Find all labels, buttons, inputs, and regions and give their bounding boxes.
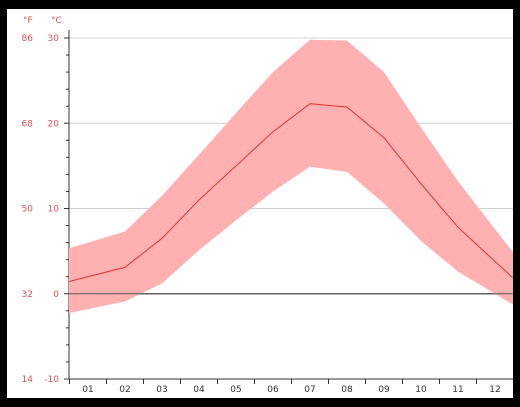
x-tick-label: 08 [341, 385, 353, 395]
temperature-range-band [69, 39, 513, 314]
x-tick-label: 10 [415, 385, 427, 395]
unit-celsius-label: °C [51, 16, 62, 26]
x-tick-label: 07 [304, 385, 315, 395]
y-tick-label-f: 68 [22, 119, 34, 129]
x-tick-label: 05 [230, 385, 241, 395]
x-tick-label: 11 [452, 385, 463, 395]
x-tick-label: 03 [156, 385, 167, 395]
unit-fahrenheit-label: °F [23, 16, 33, 26]
y-tick-label-f: 86 [22, 34, 34, 44]
x-tick-label: 12 [489, 385, 500, 395]
chart-panel: °F °C 30 86 20 68 10 50 0 32 -10 14 01 02 03 04 05 06 07 08… [7, 9, 513, 398]
y-tick-label-c: 30 [48, 34, 60, 44]
x-tick-label: 09 [378, 385, 390, 395]
y-tick-label-f: 32 [22, 290, 33, 300]
x-tick-label: 06 [267, 385, 279, 395]
x-tick-label: 01 [82, 385, 93, 395]
y-tick-label-f: 14 [22, 375, 34, 385]
y-tick-label-c: 10 [48, 205, 60, 215]
y-tick-label-f: 50 [22, 205, 34, 215]
y-tick-label-c: -10 [44, 375, 59, 385]
x-tick-label: 02 [119, 385, 130, 395]
y-tick-label-c: 0 [53, 290, 59, 300]
mean-temperature-line [68, 103, 513, 283]
temperature-chart: °F °C 30 86 20 68 10 50 0 32 -10 14 01 02 03 04 05 06 07 08… [22, 16, 513, 395]
y-tick-label-c: 20 [48, 119, 60, 129]
x-tick-label: 04 [193, 385, 205, 395]
